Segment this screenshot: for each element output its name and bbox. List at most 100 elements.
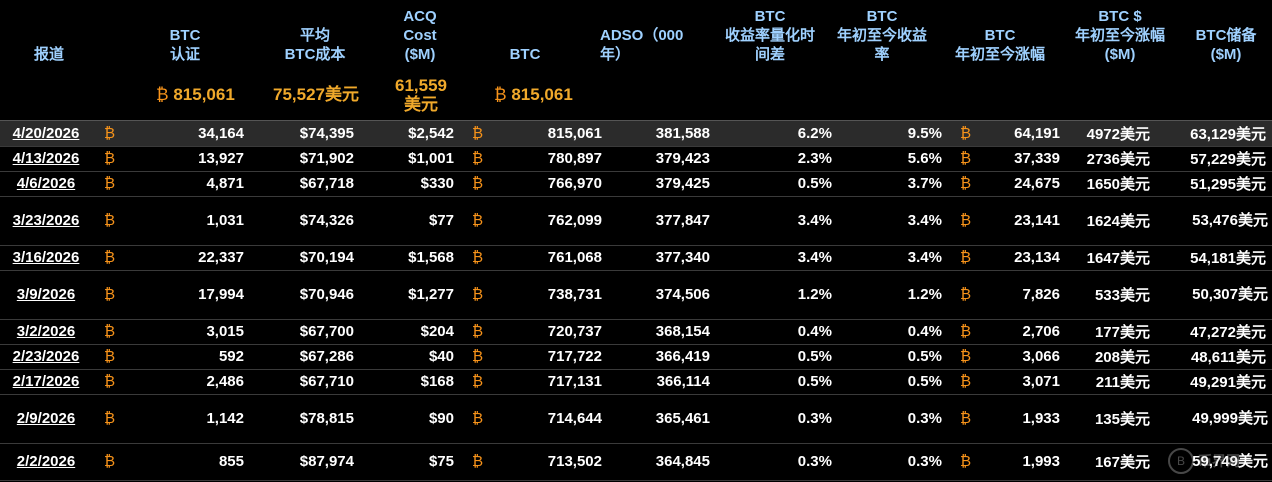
cell-acq-cost: $77 xyxy=(360,196,460,246)
cell-reserve: 48,611美元 xyxy=(1156,344,1272,370)
cell-ytd-yield: 0.5% xyxy=(838,369,948,395)
report-date-link[interactable]: 4/20/2026 xyxy=(0,121,92,147)
cell-ytd-gain-usd: 177美元 xyxy=(1066,319,1156,345)
cell-yield-lag: 0.5% xyxy=(716,369,838,395)
bitcoin-icon: ₿ xyxy=(92,319,140,345)
report-date-link[interactable]: 4/13/2026 xyxy=(0,146,92,172)
cell-yield-lag: 0.5% xyxy=(716,171,838,197)
cell-btc: 761,068 xyxy=(508,245,608,271)
header-btc: BTC xyxy=(509,46,541,63)
cell-btc: 766,970 xyxy=(508,171,608,197)
totals-row: ₿ 815,061 75,527美元 61,559 美元 ₿ 815,061 xyxy=(0,74,1272,121)
report-date-link[interactable]: 4/6/2026 xyxy=(0,171,92,197)
cell-yield-lag: 3.4% xyxy=(716,245,838,271)
cell-ytd-gain: 3,066 xyxy=(996,344,1066,370)
table-row: 4/13/2026 ₿ 13,927 $71,902 $1,001 ₿ 780,897 379… xyxy=(0,146,1272,172)
report-date-link[interactable]: 3/23/2026 xyxy=(0,196,92,246)
total-btc-cert: ₿ 815,061 xyxy=(156,85,235,104)
cell-yield-lag: 0.4% xyxy=(716,319,838,345)
cell-ytd-gain-usd: 4972美元 xyxy=(1066,121,1156,147)
cell-ytd-gain: 1,933 xyxy=(996,394,1066,444)
table-row: 3/2/2026 ₿ 3,015 $67,700 $204 ₿ 720,737 368,154… xyxy=(0,319,1272,345)
report-date-link[interactable]: 2/2/2026 xyxy=(0,443,92,481)
cell-ytd-gain-usd: 1650美元 xyxy=(1066,171,1156,197)
cell-adso: 379,425 xyxy=(608,171,716,197)
cell-adso: 365,461 xyxy=(608,394,716,444)
report-date-link[interactable]: 3/9/2026 xyxy=(0,270,92,320)
cell-reserve: 47,272美元 xyxy=(1156,319,1272,345)
bitcoin-icon: ₿ xyxy=(92,344,140,370)
cell-btc-cert: 855 xyxy=(140,443,250,481)
table-row: 4/20/2026 ₿ 34,164 $74,395 $2,542 ₿ 815,061 381… xyxy=(0,121,1272,147)
cell-ytd-gain-usd: 1624美元 xyxy=(1066,196,1156,246)
holdings-table: 4/20/2026 ₿ 34,164 $74,395 $2,542 ₿ 815,061 381… xyxy=(0,121,1272,481)
report-date-link[interactable]: 2/23/2026 xyxy=(0,344,92,370)
cell-ytd-gain-usd: 1647美元 xyxy=(1066,245,1156,271)
cell-adso: 381,588 xyxy=(608,121,716,147)
cell-btc-cert: 17,994 xyxy=(140,270,250,320)
cell-avg-cost: $67,710 xyxy=(250,369,360,395)
total-btc: ₿ 815,061 xyxy=(494,85,573,104)
bitcoin-icon: ₿ xyxy=(460,369,508,395)
cell-adso: 379,423 xyxy=(608,146,716,172)
cell-adso: 364,845 xyxy=(608,443,716,481)
bitcoin-icon: ₿ xyxy=(948,319,996,345)
bitcoin-icon: ₿ xyxy=(460,344,508,370)
cell-ytd-gain-usd: 211美元 xyxy=(1066,369,1156,395)
header-btc-cert: BTC 认证 xyxy=(169,27,201,63)
bitcoin-icon: ₿ xyxy=(92,171,140,197)
cell-reserve: 50,307美元 xyxy=(1156,270,1272,320)
cell-acq-cost: $168 xyxy=(360,369,460,395)
total-avg-cost: 75,527美元 xyxy=(273,85,359,104)
cell-btc: 714,644 xyxy=(508,394,608,444)
bitcoin-icon: ₿ xyxy=(92,443,140,481)
cell-ytd-yield: 5.6% xyxy=(838,146,948,172)
bitcoin-icon: ₿ xyxy=(948,171,996,197)
bitcoin-icon: ₿ xyxy=(948,369,996,395)
report-date-link[interactable]: 3/16/2026 xyxy=(0,245,92,271)
cell-ytd-gain: 37,339 xyxy=(996,146,1066,172)
cell-ytd-yield: 0.3% xyxy=(838,443,948,481)
cell-avg-cost: $87,974 xyxy=(250,443,360,481)
cell-btc: 713,502 xyxy=(508,443,608,481)
cell-ytd-yield: 3.7% xyxy=(838,171,948,197)
watermark: B 币界网 xyxy=(1168,446,1268,476)
table-row: 3/23/2026 ₿ 1,031 $74,326 $77 ₿ 762,099 377,847… xyxy=(0,196,1272,246)
report-date-link[interactable]: 2/9/2026 xyxy=(0,394,92,444)
cell-btc: 780,897 xyxy=(508,146,608,172)
cell-btc: 762,099 xyxy=(508,196,608,246)
cell-acq-cost: $204 xyxy=(360,319,460,345)
cell-ytd-gain-usd: 167美元 xyxy=(1066,443,1156,481)
cell-avg-cost: $78,815 xyxy=(250,394,360,444)
cell-btc: 717,131 xyxy=(508,369,608,395)
cell-btc-cert: 1,142 xyxy=(140,394,250,444)
total-acq-cost: 61,559 美元 xyxy=(395,76,447,114)
cell-acq-cost: $2,542 xyxy=(360,121,460,147)
cell-acq-cost: $90 xyxy=(360,394,460,444)
bitcoin-icon: ₿ xyxy=(494,85,507,104)
bitcoin-icon: ₿ xyxy=(460,319,508,345)
cell-acq-cost: $40 xyxy=(360,344,460,370)
cell-yield-lag: 0.3% xyxy=(716,443,838,481)
cell-yield-lag: 0.3% xyxy=(716,394,838,444)
bitcoin-icon: ₿ xyxy=(948,121,996,147)
bitcoin-icon: ₿ xyxy=(948,196,996,246)
bitcoin-icon: ₿ xyxy=(948,344,996,370)
bitcoin-icon: ₿ xyxy=(92,369,140,395)
cell-btc: 717,722 xyxy=(508,344,608,370)
table-row: 3/16/2026 ₿ 22,337 $70,194 $1,568 ₿ 761,068 377… xyxy=(0,245,1272,271)
cell-ytd-yield: 0.3% xyxy=(838,394,948,444)
table-row: 2/17/2026 ₿ 2,486 $67,710 $168 ₿ 717,131 366,11… xyxy=(0,369,1272,395)
cell-btc-cert: 592 xyxy=(140,344,250,370)
report-date-link[interactable]: 2/17/2026 xyxy=(0,369,92,395)
cell-btc-cert: 4,871 xyxy=(140,171,250,197)
cell-ytd-yield: 9.5% xyxy=(838,121,948,147)
bitcoin-icon: ₿ xyxy=(460,146,508,172)
report-date-link[interactable]: 3/2/2026 xyxy=(0,319,92,345)
cell-avg-cost: $70,946 xyxy=(250,270,360,320)
table-row: 4/6/2026 ₿ 4,871 $67,718 $330 ₿ 766,970 379,425… xyxy=(0,171,1272,197)
cell-acq-cost: $1,277 xyxy=(360,270,460,320)
cell-ytd-gain-usd: 533美元 xyxy=(1066,270,1156,320)
cell-ytd-gain-usd: 135美元 xyxy=(1066,394,1156,444)
cell-btc-cert: 13,927 xyxy=(140,146,250,172)
